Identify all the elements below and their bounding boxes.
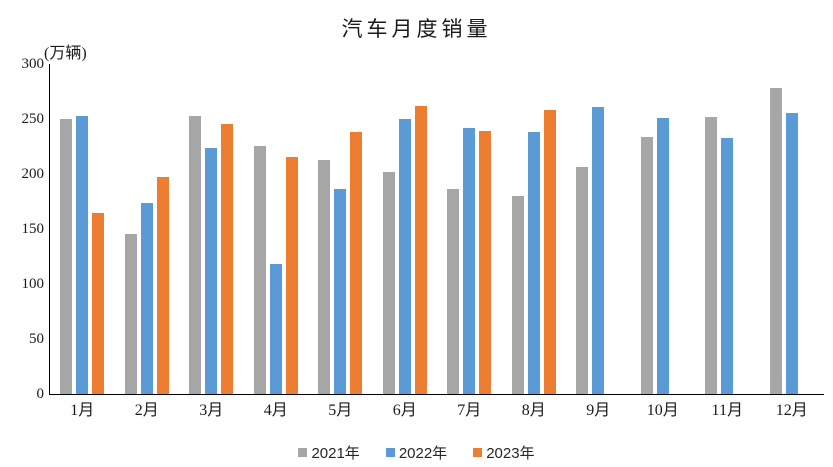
- bar: [318, 159, 331, 394]
- y-tick-label: 200: [21, 166, 45, 182]
- bar: [140, 202, 153, 394]
- x-tick-label: 8月: [521, 402, 546, 419]
- bar: [511, 196, 524, 394]
- x-tick-label: 2月: [134, 402, 159, 419]
- legend-swatch-icon: [298, 448, 308, 457]
- y-tick-label: 150: [21, 221, 45, 237]
- legend-label: 2021年: [311, 445, 360, 462]
- y-tick-label: 250: [21, 111, 45, 127]
- legend-swatch-icon: [473, 448, 483, 457]
- bar: [656, 118, 669, 394]
- bar: [92, 212, 105, 394]
- x-tick-label: 5月: [328, 402, 353, 419]
- chart-title: 汽车月度销量: [341, 17, 492, 41]
- x-tick-label: 7月: [457, 402, 482, 419]
- bar: [205, 148, 218, 394]
- bar: [705, 116, 718, 394]
- legend-item: 2021年: [298, 442, 360, 463]
- bar: [398, 118, 411, 394]
- bar: [76, 115, 89, 394]
- bar: [721, 137, 734, 394]
- y-axis-unit-label: (万辆): [44, 45, 87, 62]
- bar: [592, 106, 605, 394]
- y-tick-label: 300: [21, 56, 45, 72]
- legend-swatch-icon: [385, 448, 395, 457]
- bar: [253, 146, 266, 394]
- x-tick-label: 12月: [775, 402, 808, 419]
- x-tick-label: 9月: [586, 402, 611, 419]
- bar: [124, 233, 137, 394]
- x-tick-label: 3月: [199, 402, 224, 419]
- bar: [447, 188, 460, 394]
- x-tick-label: 11月: [711, 402, 743, 419]
- bar: [221, 124, 234, 394]
- x-tick-label: 6月: [392, 402, 417, 419]
- plot-area: 0 50 100 150 200 250 300 1月 2月 3月 4月 5月 6月 7月 8月 9月 10月 1…: [22, 56, 824, 419]
- bar: [769, 87, 782, 394]
- bar: [463, 127, 476, 394]
- bar: [156, 176, 169, 394]
- bar: [382, 172, 395, 394]
- x-tick-label: 1月: [70, 402, 95, 419]
- bar: [576, 166, 589, 394]
- legend-item: 2023年: [473, 442, 535, 463]
- bar: [334, 189, 347, 394]
- bar: [785, 112, 798, 394]
- bar: [269, 264, 282, 394]
- bar: [285, 156, 298, 394]
- bar: [350, 131, 363, 394]
- legend-label: 2023年: [486, 445, 535, 462]
- bar: [543, 109, 556, 394]
- legend: 2021年 2022年 2023年: [0, 442, 833, 463]
- legend-label: 2022年: [398, 445, 448, 462]
- bar: [60, 118, 73, 394]
- x-tick-label: 4月: [263, 402, 288, 419]
- bar: [527, 131, 540, 394]
- bar: [479, 131, 492, 394]
- y-tick-label: 0: [36, 386, 45, 402]
- y-tick-label: 50: [29, 331, 44, 347]
- legend-item: 2022年: [385, 442, 448, 463]
- bar: [640, 137, 653, 394]
- x-tick-label: 10月: [646, 402, 679, 419]
- bar: [189, 116, 202, 394]
- y-tick-label: 100: [21, 276, 45, 292]
- bar: [414, 105, 427, 394]
